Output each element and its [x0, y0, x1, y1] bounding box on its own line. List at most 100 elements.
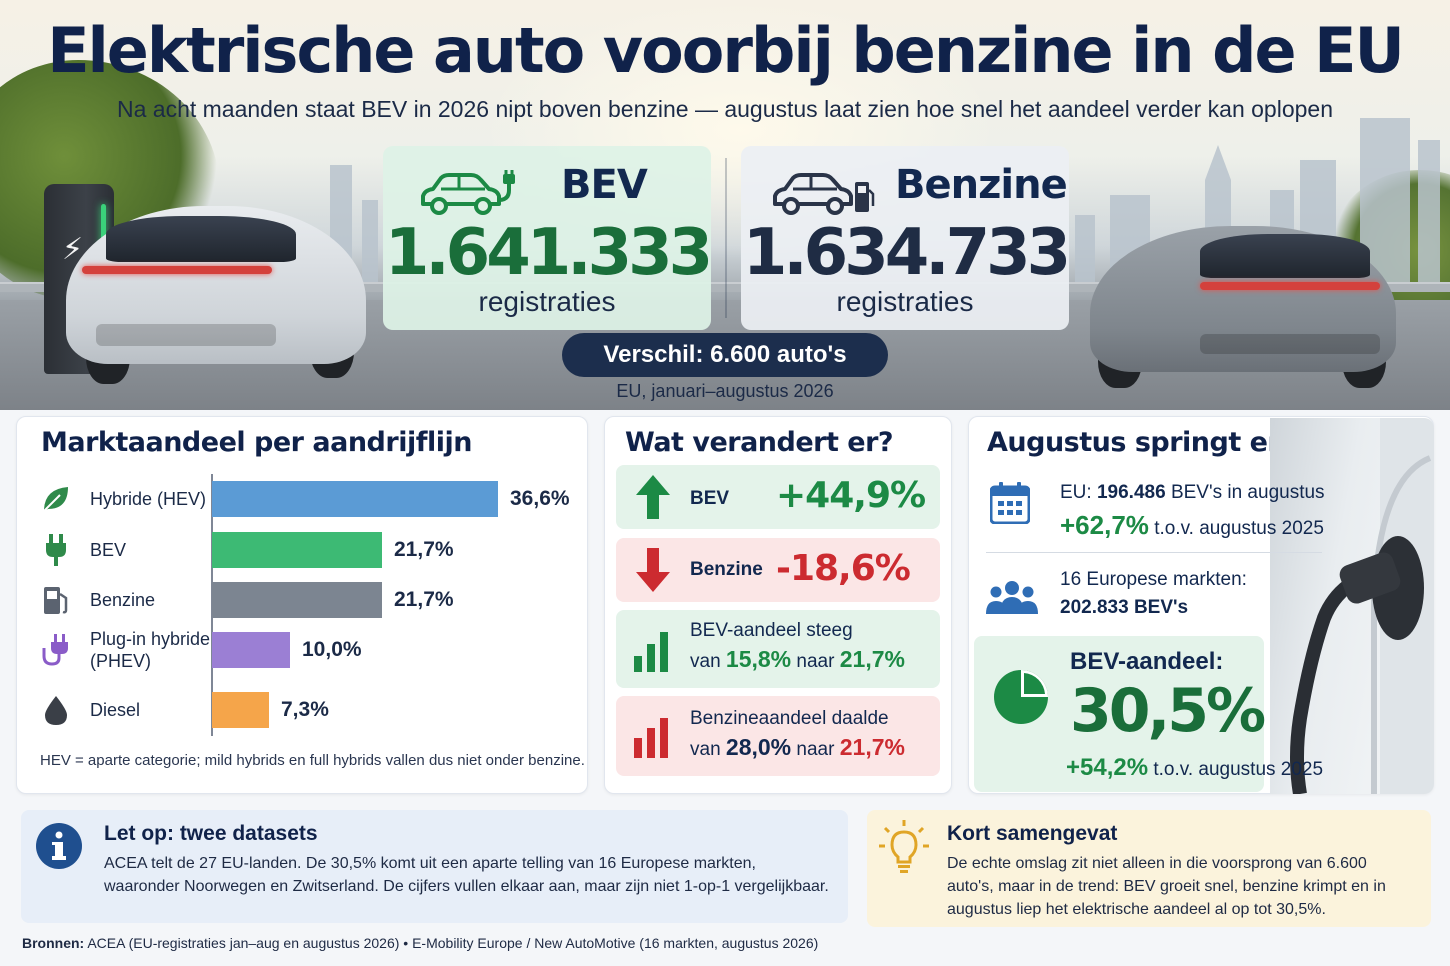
change-benzine-card: Benzine -18,6% [616, 538, 940, 602]
plug-in-hybrid-icon [40, 634, 72, 666]
changes-title: Wat verandert er? [625, 427, 894, 458]
leaf-icon [40, 483, 72, 515]
hero-banner: ⚡ Elektrische auto voorbij benzine in de… [0, 0, 1450, 410]
calendar-icon [990, 482, 1030, 524]
bev-share-naar: naar [796, 651, 835, 672]
change-benzine-label: Benzine [690, 559, 763, 580]
plug-icon [40, 534, 72, 566]
arrow-down-icon [636, 548, 670, 592]
bev-share-card: BEV-aandeel steeg van 15,8% naar 21,7% [616, 610, 940, 688]
market-share-value: 21,7% [394, 588, 454, 611]
change-bev-card: BEV +44,9% [616, 465, 940, 529]
august-share-label: BEV-aandeel: [1070, 648, 1224, 675]
kpi-benzine-unit: registraties [836, 286, 974, 317]
benzine-share-van: van [690, 739, 721, 760]
car-tail-light [82, 266, 272, 274]
market-share-label: Benzine [90, 590, 156, 610]
building [1075, 215, 1095, 285]
benzine-share-from: 28,0% [725, 734, 792, 760]
august-share-growth: +54,2% [1066, 754, 1149, 781]
benzine-share-naar: naar [796, 739, 835, 760]
market-share-bar [212, 692, 269, 728]
bev-share-line1: BEV-aandeel steeg [690, 620, 853, 641]
arrow-up-icon [636, 475, 670, 519]
oil-drop-icon [40, 694, 72, 726]
benzine-share-text: Benzineaandeel daalde van 28,0% naar 21,… [690, 704, 905, 764]
market-share-label: Diesel [90, 700, 141, 720]
market-share-value: 21,7% [394, 538, 454, 561]
market-share-panel: Marktaandeel per aandrijflijn [16, 416, 588, 794]
august-markets-line1: 16 Europese markten: [1060, 569, 1247, 590]
summary-body: De echte omslag zit niet alleen in die v… [947, 855, 1386, 918]
kpi-benzine-value: 1.634.733 [742, 216, 1071, 290]
page-title: Elektrische auto voorbij benzine in de E… [47, 14, 1405, 87]
august-eu-suffix: BEV's in augustus [1170, 482, 1325, 503]
august-markets-count: 202.833 BEV's [1060, 597, 1189, 618]
period-label: EU, januari–augustus 2026 [616, 381, 834, 401]
market-share-bar [212, 632, 290, 668]
white-ev-car [66, 206, 372, 384]
grey-petrol-car [1090, 226, 1396, 388]
notice-body: ACEA telt de 27 EU-landen. De 30,5% komt… [104, 855, 829, 895]
kpi-card-benzine: Benzine 1.634.733 registraties [741, 146, 1071, 330]
change-bev-label: BEV [690, 488, 730, 509]
fuel-pump-icon [40, 584, 72, 616]
market-share-bar [212, 582, 382, 618]
market-share-row: Benzine 21,7% [16, 580, 588, 620]
sources-line: Bronnen: ACEA (EU-registraties jan–aug e… [22, 935, 818, 951]
difference-badge: Verschil: 6.600 auto's [562, 333, 888, 377]
august-share-growth-line: +54,2% t.o.v. augustus 2025 [1066, 754, 1323, 782]
market-share-row: Diesel 7,3% [16, 690, 588, 730]
notice-title: Let op: twee datasets [104, 822, 318, 845]
august-eu-growth-suffix: t.o.v. augustus 2025 [1154, 518, 1324, 539]
benzine-share-to: 21,7% [839, 734, 905, 760]
market-share-label: Hybride (HEV) [90, 489, 207, 509]
kpi-bev-name: BEV [561, 162, 648, 208]
building [362, 200, 378, 285]
bev-share-from: 15,8% [725, 646, 792, 672]
august-title: Augustus springt eruit [987, 427, 1321, 458]
market-share-title: Marktaandeel per aandrijflijn [41, 427, 472, 458]
benzine-share-line1: Benzineaandeel daalde [690, 708, 889, 729]
guard-rail [0, 282, 1450, 292]
august-eu-line1: EU: 196.486 BEV's in augustus [1060, 479, 1325, 507]
change-benzine-value: -18,6% [776, 548, 911, 589]
bev-share-line2: van 15,8% naar 21,7% [690, 645, 905, 676]
kpi-benzine-name: Benzine [895, 162, 1068, 208]
bev-share-text: BEV-aandeel steeg van 15,8% naar 21,7% [690, 616, 905, 676]
august-eu-prefix: EU: [1060, 482, 1092, 503]
august-eu-growth: +62,7% [1060, 510, 1149, 540]
notice-box: Let op: twee datasets ACEA telt de 27 EU… [21, 810, 848, 923]
bar-chart-icon [634, 718, 668, 758]
market-share-chart: Hybride (HEV) 36,6% BEV 21,7% Benzine 21,7% Pl… [16, 0, 588, 800]
august-share-box: BEV-aandeel: 30,5% +54,2% t.o.v. augustu… [974, 636, 1323, 792]
car-bumper [96, 324, 276, 346]
car-bumper [1200, 334, 1380, 354]
august-share-value: 30,5% [1070, 676, 1266, 746]
sources-text: ACEA (EU-registraties jan–aug en augustu… [87, 935, 819, 951]
august-separator [986, 552, 1322, 553]
benzine-share-line2: van 28,0% naar 21,7% [690, 733, 905, 764]
market-share-row: Hybride (HEV) 36,6% [16, 479, 588, 519]
charging-plug-photo [1270, 418, 1434, 794]
market-share-value: 10,0% [302, 638, 362, 661]
lightbulb-icon [879, 820, 929, 873]
market-share-value: 7,3% [281, 698, 329, 721]
benzine-share-card: Benzineaandeel daalde van 28,0% naar 21,… [616, 696, 940, 776]
market-share-row: Plug-in hybride (PHEV) 10,0% [16, 629, 588, 671]
august-markets-text: 16 Europese markten: 202.833 BEV's [1060, 566, 1247, 622]
summary-title: Kort samengevat [947, 822, 1118, 845]
kpi-divider [725, 158, 727, 318]
kpi-bev-unit: registraties [478, 286, 616, 317]
info-icon [36, 823, 82, 869]
august-eu-count: 196.486 [1096, 482, 1166, 503]
august-share-growth-suffix: t.o.v. augustus 2025 [1153, 759, 1324, 780]
market-share-bar [212, 532, 382, 568]
august-eu-line2: +62,7% t.o.v. augustus 2025 [1060, 511, 1325, 543]
pie-chart-icon [994, 670, 1048, 724]
market-share-label: Plug-in hybride (PHEV) [90, 629, 211, 671]
market-share-label: BEV [90, 540, 127, 560]
page-subtitle: Na acht maanden staat BEV in 2026 nipt b… [116, 96, 1333, 122]
kpi-bev-value: 1.641.333 [384, 216, 713, 290]
bar-chart-up-icon [634, 632, 668, 672]
